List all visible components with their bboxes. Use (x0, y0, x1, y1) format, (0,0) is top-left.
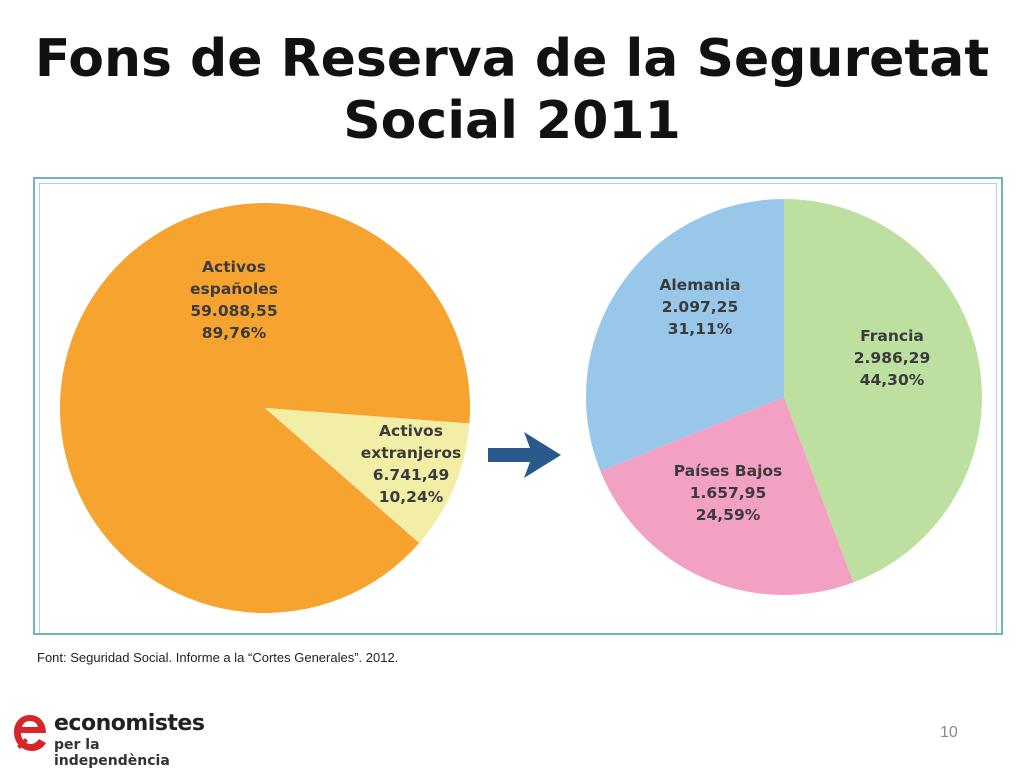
arrow-right-icon (488, 432, 561, 478)
pie-left-slice-0 (59, 202, 471, 613)
logo-tagline: per la independència (54, 737, 170, 769)
logo-name: economistes (54, 711, 205, 736)
slide-title-line-1: Fons de Reserva de la Seguretat (34, 29, 990, 89)
pie-left-slice-1 (265, 408, 470, 544)
pie-chart-assets: Activos españoles 59.088,55 89,76% Activos ex… (59, 202, 471, 613)
pie-chart-foreign-assets: Francia 2.986,29 44,30% Países Bajos 1.657,9… (586, 199, 982, 595)
pie-right-slice-label-1: Países Bajos 1.657,95 24,59% (674, 462, 783, 524)
economistes-logo-icon (14, 715, 46, 751)
slide-title-line-2: Social 2011 (343, 91, 681, 151)
pie-right-slice-2 (586, 199, 784, 472)
brand-logo: economistes per la independència (12, 711, 212, 769)
chart-frame-inner-border (39, 183, 997, 633)
pie-right-slice-0 (784, 199, 982, 583)
pie-right-slice-1 (600, 397, 854, 595)
source-note: Font: Seguridad Social. Informe a la “Co… (37, 650, 399, 665)
pie-right-slice-label-0: Francia 2.986,29 44,30% (854, 327, 931, 389)
page-number: 10 (940, 724, 958, 741)
pie-left-slice-label-1: Activos extranjeros 6.741,49 10,24% (361, 422, 461, 506)
pie-left-slice-label-0: Activos españoles 59.088,55 89,76% (190, 258, 278, 342)
slide-title: Fons de Reserva de la Seguretat Social 2… (0, 28, 1024, 152)
pie-right-slice-label-2: Alemania 2.097,25 31,11% (659, 276, 740, 338)
